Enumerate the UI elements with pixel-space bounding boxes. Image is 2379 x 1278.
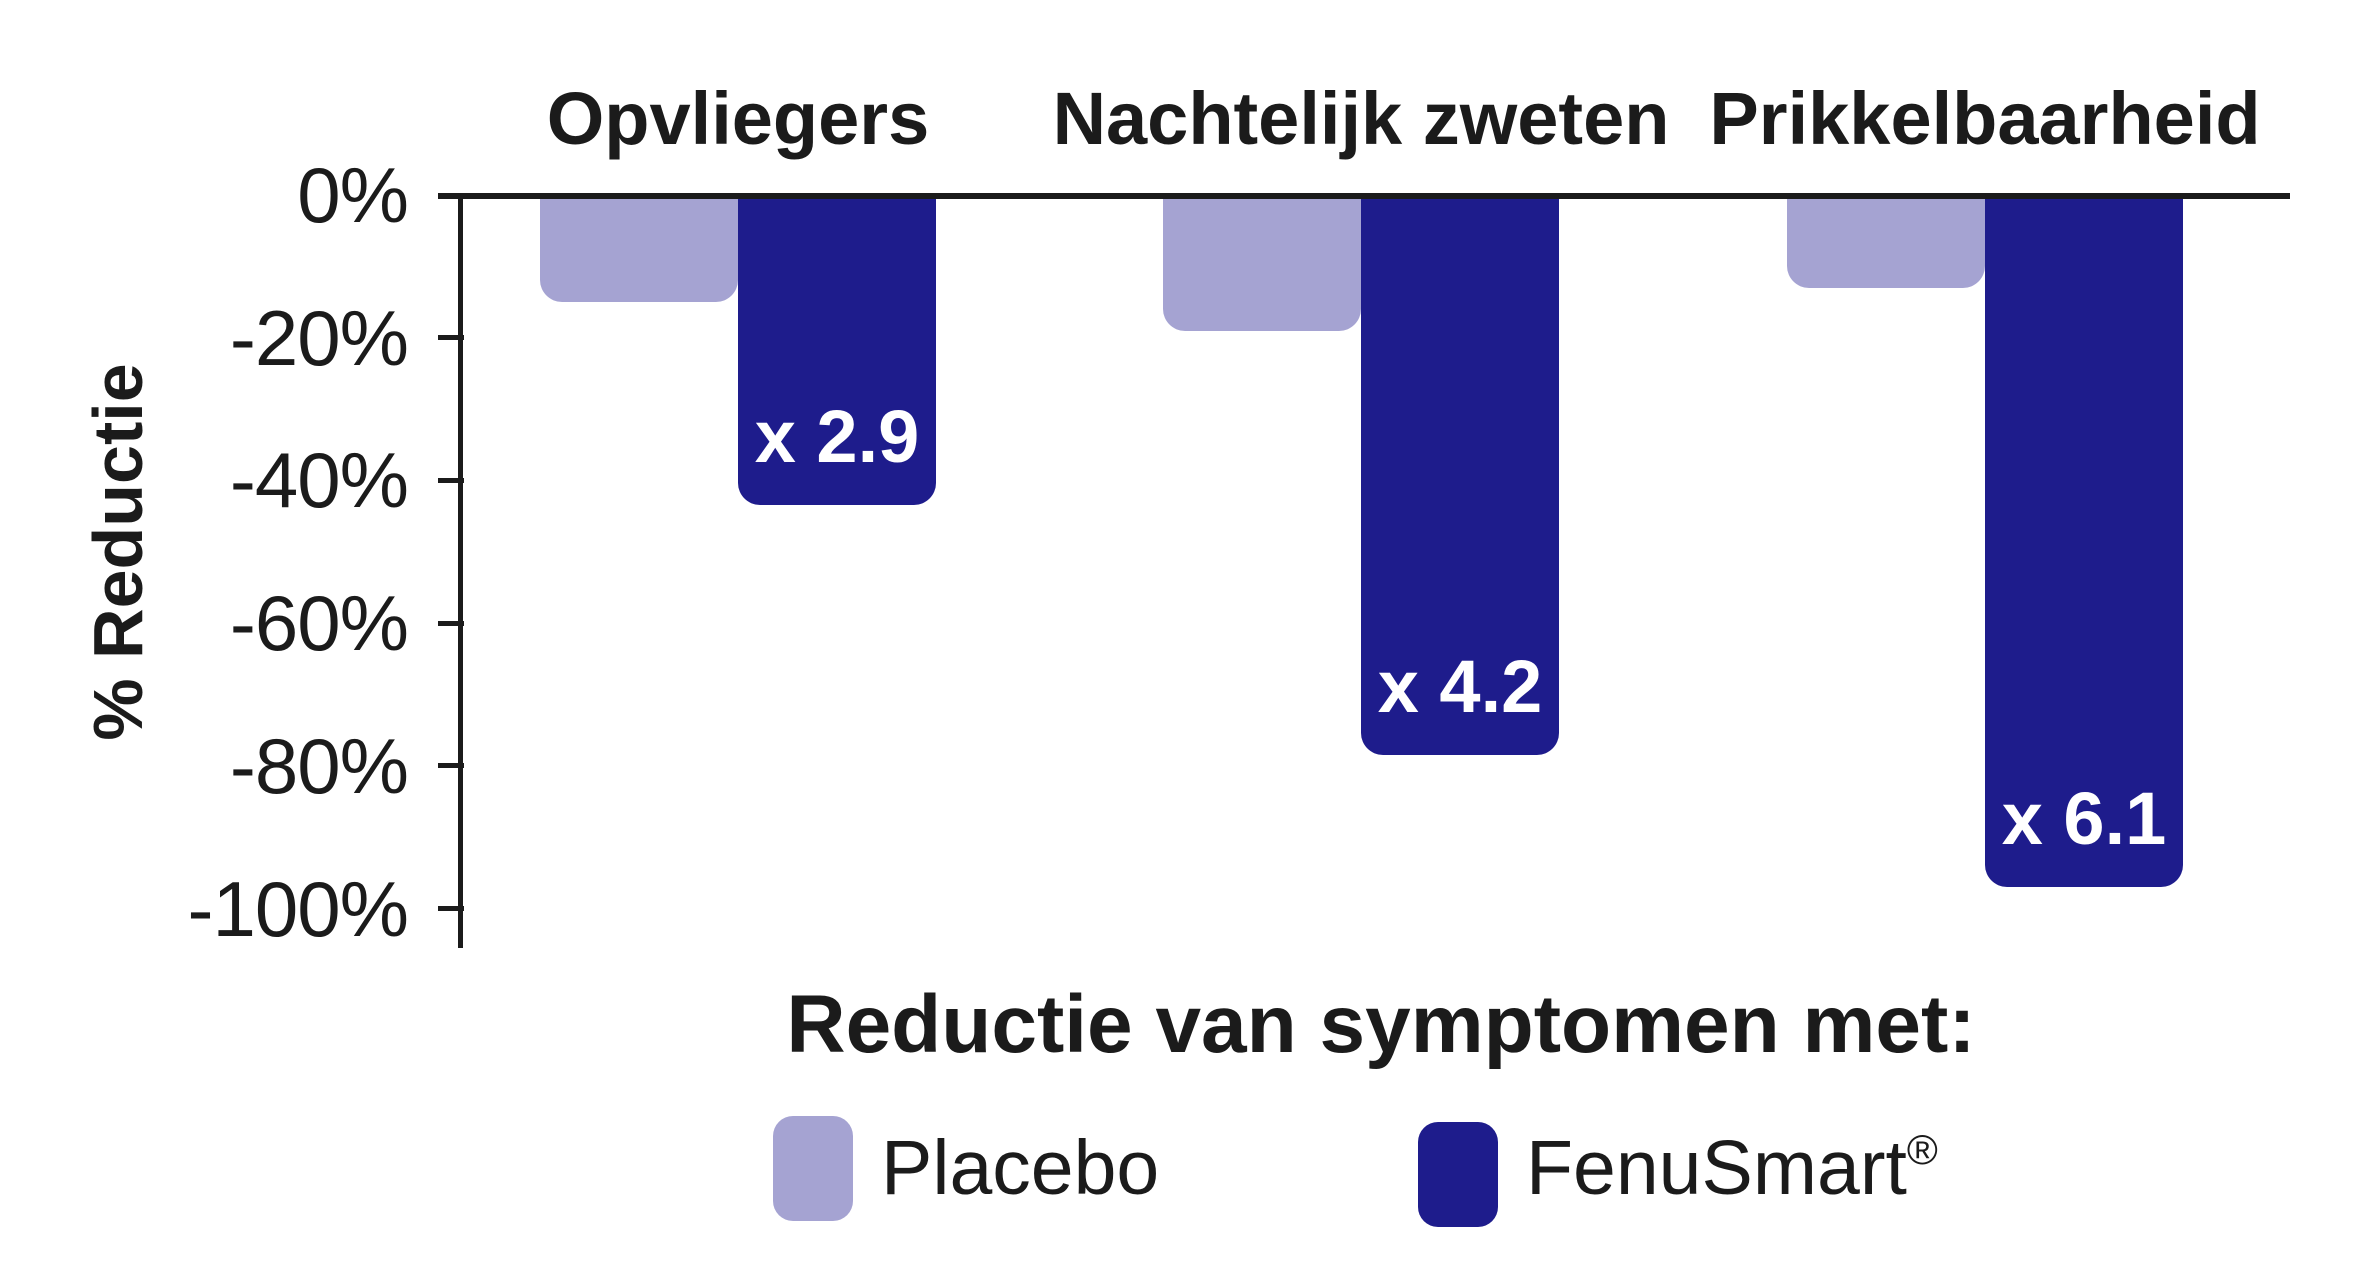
zero-baseline	[438, 193, 2290, 199]
category-label: Nachtelijk zweten	[1052, 77, 1670, 160]
bar-fenusmart: x 2.9	[738, 195, 936, 505]
registered-trademark: ®	[1906, 1126, 1938, 1173]
y-tick-label: -80%	[229, 721, 409, 810]
y-axis-line	[458, 193, 463, 948]
bar-multiplier-label: x 4.2	[1377, 645, 1543, 728]
bar-multiplier-label: x 6.1	[2001, 777, 2167, 860]
bar-fenusmart: x 4.2	[1361, 195, 1559, 755]
legend-title: Reductie van symptomen met:	[786, 979, 1976, 1070]
legend-item-fenusmart: FenuSmart®	[1418, 1116, 1938, 1232]
legend-swatch	[773, 1116, 853, 1221]
category-label: Opvliegers	[546, 77, 930, 160]
legend-label: FenuSmart®	[1526, 1125, 1938, 1211]
legend-item-placebo: Placebo	[773, 1116, 1159, 1221]
bar-fenusmart: x 6.1	[1985, 195, 2183, 887]
legend-swatch	[1418, 1121, 1498, 1227]
bar-placebo	[1787, 195, 1985, 288]
y-tick-label: -60%	[229, 579, 409, 668]
y-tick-mark	[438, 620, 464, 626]
y-tick-mark	[438, 906, 464, 912]
y-tick-label: -40%	[229, 436, 409, 525]
y-axis-title: % Reductie	[79, 363, 157, 741]
y-tick-label: 0%	[297, 151, 409, 239]
y-tick-mark	[438, 335, 464, 341]
y-tick-mark	[438, 763, 464, 769]
bar-placebo	[1163, 195, 1361, 331]
bar-placebo	[540, 195, 738, 302]
bar-multiplier-label: x 2.9	[754, 395, 920, 478]
y-tick-label: -100%	[187, 864, 409, 953]
category-label: Prikkelbaarheid	[1709, 77, 2261, 160]
y-tick-label: -20%	[229, 293, 409, 382]
legend: Placebo FenuSmart®	[0, 1116, 2379, 1236]
legend-label: Placebo	[881, 1125, 1160, 1211]
y-tick-mark	[438, 477, 464, 483]
